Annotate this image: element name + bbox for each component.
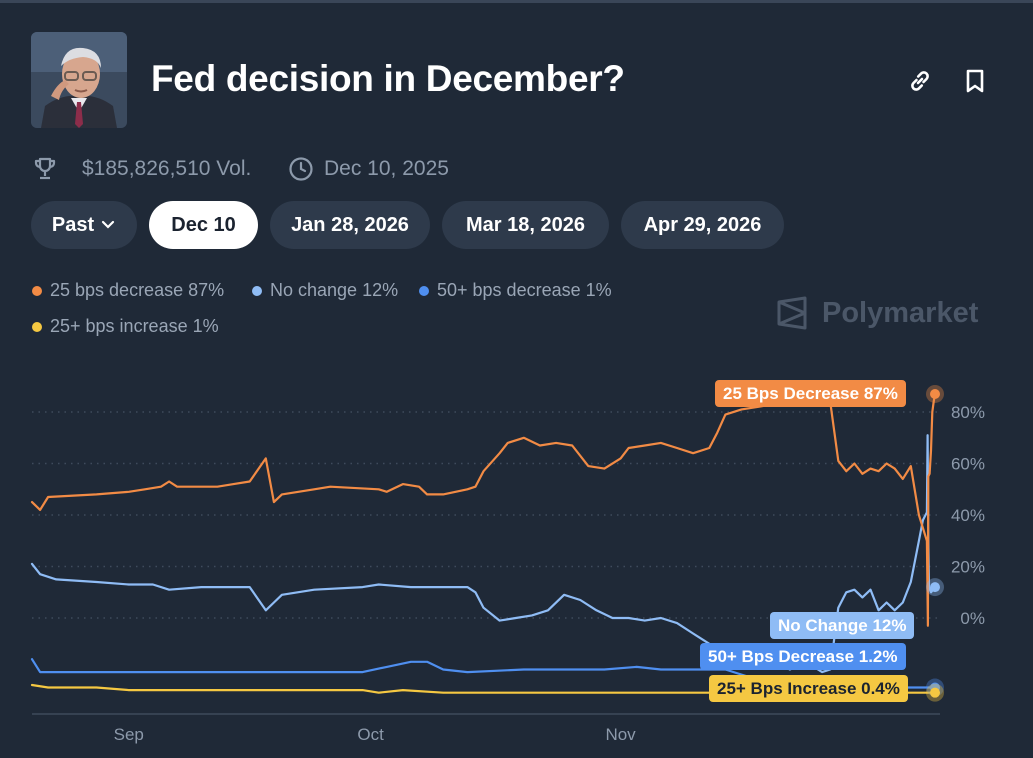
end-dot — [930, 388, 940, 399]
past-dropdown[interactable]: Past — [31, 201, 137, 249]
past-label: Past — [51, 213, 95, 236]
market-avatar — [31, 32, 127, 128]
tab-jan-28-2026[interactable]: Jan 28, 2026 — [270, 201, 430, 249]
legend-label: 25 bps decrease 87% — [50, 280, 225, 300]
end-dot — [930, 687, 940, 698]
legend-label: 50+ bps decrease 1% — [437, 280, 612, 300]
legend-no-change: No change 12% — [252, 280, 398, 301]
y-tick-label: 20% — [951, 558, 985, 577]
legend-50-bps-decrease: 50+ bps decrease 1% — [419, 280, 612, 301]
legend-label: 25+ bps increase 1% — [50, 316, 219, 336]
end-tag-25-bps-decrease: 25 Bps Decrease 87% — [715, 380, 906, 407]
bookmark-icon — [966, 69, 984, 93]
copy-link-button[interactable] — [903, 64, 937, 98]
series-line-25-bps-decrease — [30, 387, 937, 627]
legend-25-bps-increase: 25+ bps increase 1% — [32, 316, 219, 337]
legend-25-bps-decrease: 25 bps decrease 87% — [32, 280, 224, 301]
y-tick-label: 0% — [960, 609, 985, 628]
end-tag-no-change: No Change 12% — [770, 612, 915, 639]
tab-apr-29-2026[interactable]: Apr 29, 2026 — [621, 201, 784, 249]
legend-swatch — [252, 285, 262, 296]
top-divider — [0, 0, 1033, 3]
tab-dec-10[interactable]: Dec 10 — [149, 201, 258, 249]
legend-swatch — [32, 285, 42, 296]
y-tick-label: 40% — [951, 506, 985, 525]
end-tag-50-bps-decrease: 50+ Bps Decrease 1.2% — [700, 643, 906, 670]
link-icon — [911, 71, 929, 91]
portrait-image — [31, 32, 127, 128]
polymarket-logo-icon — [777, 296, 807, 330]
polymarket-watermark: Polymarket — [776, 296, 978, 330]
chevron-down-icon — [102, 220, 115, 229]
end-tag-25-bps-increase: 25+ Bps Increase 0.4% — [709, 675, 908, 702]
price-history-chart[interactable]: 80% 60% 40% 20% 0% Sep Oct Nov — [0, 360, 1033, 758]
legend-swatch — [32, 321, 42, 332]
market-title: Fed decision in December? — [151, 58, 625, 99]
x-tick-label: Sep — [114, 725, 144, 744]
trophy-icon — [34, 157, 56, 180]
series-line-no-change — [30, 434, 937, 674]
bookmark-button[interactable] — [958, 64, 992, 98]
watermark-text: Polymarket — [822, 296, 979, 329]
x-tick-label: Oct — [357, 725, 384, 744]
legend-label: No change 12% — [270, 280, 399, 300]
legend-swatch — [419, 285, 429, 296]
volume-stat: $185,826,510 Vol. — [32, 155, 251, 183]
end-date-stat: Dec 10, 2025 — [288, 155, 449, 183]
x-tick-label: Nov — [605, 725, 636, 744]
y-tick-label: 60% — [951, 455, 985, 474]
y-tick-label: 80% — [951, 403, 985, 422]
clock-icon — [289, 157, 313, 181]
tab-mar-18-2026[interactable]: Mar 18, 2026 — [442, 201, 609, 249]
end-dot — [930, 582, 940, 593]
volume-text: $185,826,510 Vol. — [82, 157, 252, 180]
end-date-text: Dec 10, 2025 — [324, 157, 449, 180]
